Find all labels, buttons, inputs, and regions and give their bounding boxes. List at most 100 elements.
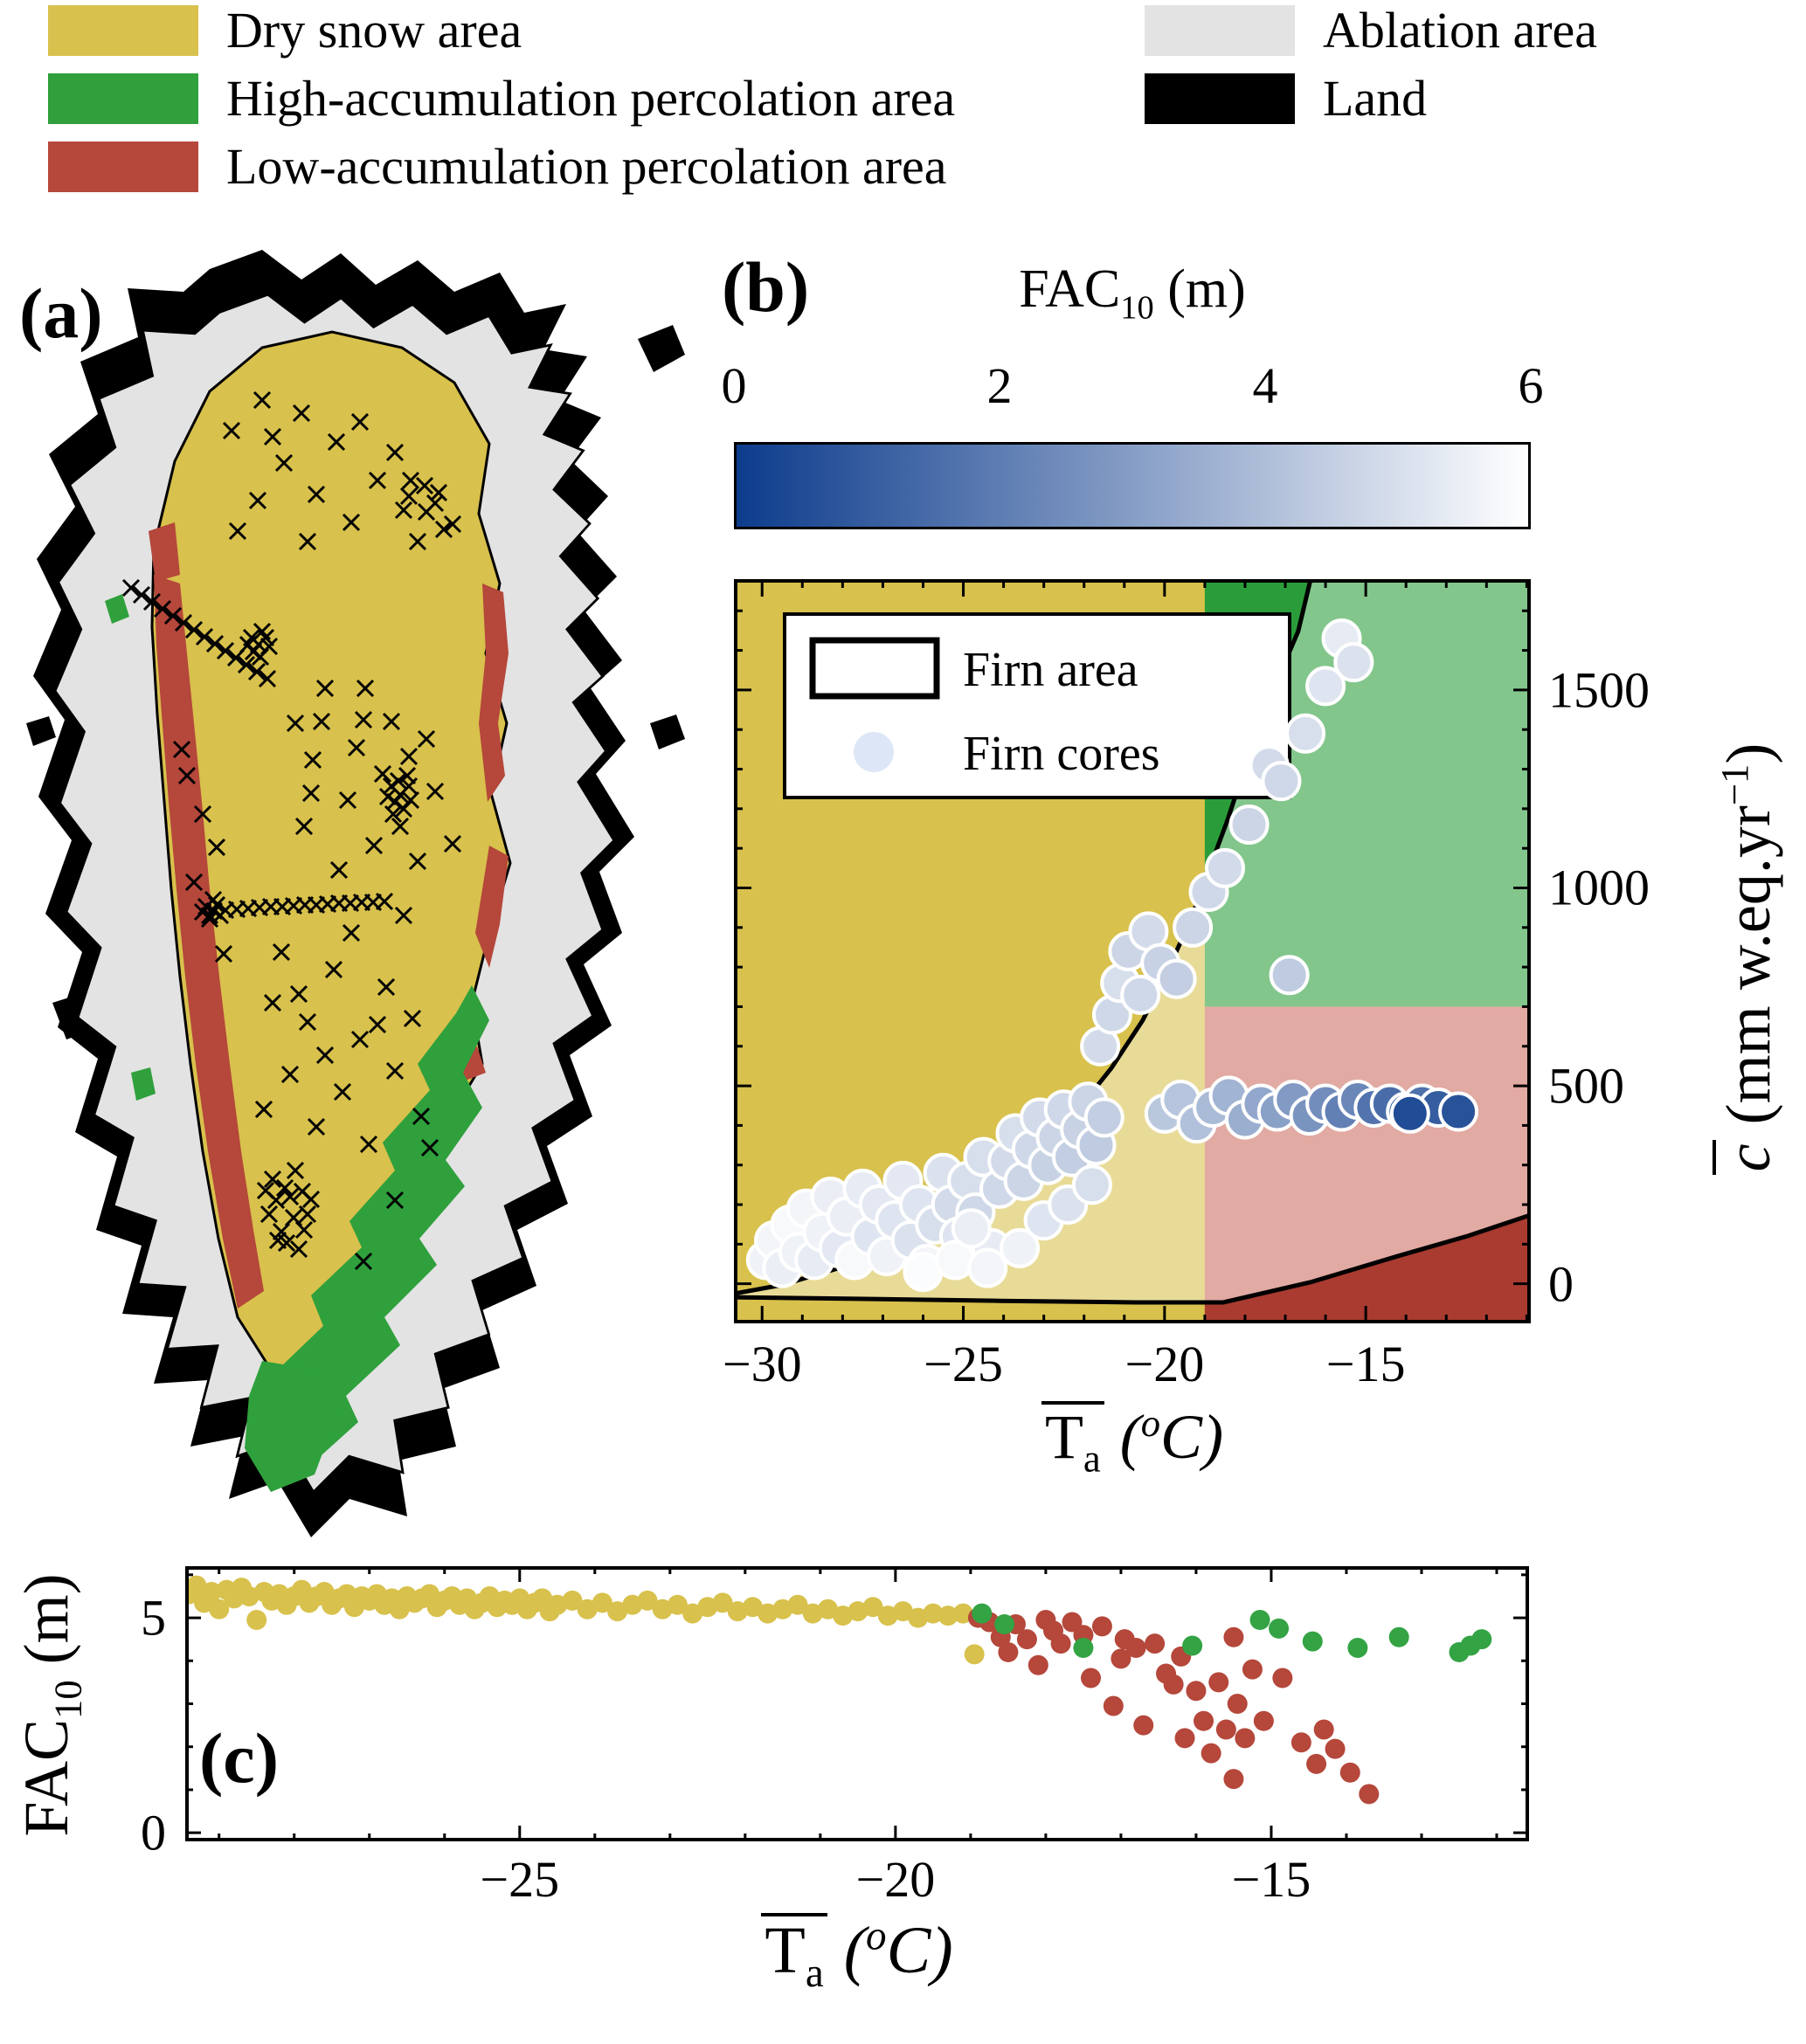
- high-acc-region-w: [131, 1067, 156, 1101]
- panel-b-y-axis-label: c (mm w.eq.yr−1): [1713, 610, 1783, 1309]
- firn-core-marker: [315, 679, 335, 698]
- c-point-dry: [817, 1599, 838, 1619]
- c-point-low-accumulation: [1272, 1668, 1293, 1688]
- firn-core-marker: [298, 532, 317, 551]
- c-point-dry: [562, 1590, 583, 1611]
- c-point-low-accumulation: [1174, 1728, 1195, 1749]
- firn-core-marker: [303, 750, 322, 770]
- c-point-low-accumulation: [1306, 1753, 1327, 1774]
- firn-core-marker: [153, 599, 172, 618]
- firn-core-marker: [294, 817, 314, 836]
- firn-core-marker: [254, 1100, 273, 1119]
- firn-core-point: [1083, 1097, 1124, 1138]
- legend-row-ablation: Ablation area: [1145, 5, 1597, 56]
- c-point-high-accumulation: [1269, 1618, 1290, 1639]
- firn-core-marker: [338, 791, 357, 810]
- c-point-low-accumulation: [1223, 1769, 1244, 1790]
- firn-core-marker: [195, 627, 214, 646]
- firn-core-marker: [228, 521, 247, 541]
- panel-c-xlabel-sub: a: [805, 1951, 824, 1997]
- firn-core-marker: [286, 1161, 305, 1180]
- firn-core-marker: [251, 647, 270, 666]
- firn-core-marker: [256, 1181, 275, 1200]
- low-acc-swatch: [48, 142, 198, 192]
- firn-core-marker: [277, 1233, 296, 1253]
- firn-core-marker: [426, 494, 445, 513]
- firn-core-marker: [408, 532, 427, 551]
- c-point-dry: [787, 1594, 808, 1615]
- b-y-tick-label: 0: [1548, 1255, 1574, 1313]
- c-point-dry: [607, 1601, 628, 1622]
- c-point-low-accumulation: [998, 1641, 1019, 1662]
- panel-b-x-axis-label: Ta (oC): [734, 1401, 1531, 1479]
- firn-core-marker: [377, 977, 396, 997]
- firn-core-point: [1000, 1227, 1041, 1268]
- low-acc-region-east: [479, 584, 509, 802]
- c-x-tick-label: −25: [480, 1851, 560, 1908]
- firn-core-marker: [412, 1107, 431, 1126]
- c-point-dry: [862, 1597, 883, 1618]
- panel-c-xlabel-unit: C: [886, 1914, 931, 1988]
- panel-c-ylabel-main: FAC: [11, 1718, 81, 1837]
- c-point-low-accumulation: [1145, 1633, 1166, 1654]
- greenland-map-svg: [26, 250, 685, 1537]
- panel-a-map: [0, 234, 716, 1544]
- firn-core-point: [1269, 955, 1310, 996]
- c-point-low-accumulation: [1290, 1732, 1311, 1753]
- firn-core-point: [1305, 666, 1346, 707]
- c-point-low-accumulation: [1253, 1710, 1274, 1731]
- firn-core-point: [1173, 907, 1214, 948]
- firn-core-marker: [354, 1252, 373, 1271]
- firn-core-marker: [443, 514, 462, 534]
- firn-core-marker: [298, 1012, 317, 1032]
- firn-core-point: [1389, 1093, 1430, 1134]
- firn-core-marker: [356, 679, 375, 698]
- firn-core-marker: [333, 1082, 352, 1101]
- panel-b-svg: Firn area Firn cores: [734, 579, 1531, 1323]
- panel-b-xlabel-deg: o: [1140, 1401, 1161, 1445]
- firn-core-marker: [315, 1046, 335, 1065]
- c-point-dry: [637, 1590, 658, 1611]
- firn-core-marker: [204, 890, 223, 909]
- ablation-label: Ablation area: [1323, 2, 1598, 59]
- firn-core-marker: [312, 712, 331, 731]
- c-point-low-accumulation: [1208, 1672, 1229, 1693]
- c-point-dry: [712, 1592, 733, 1613]
- colorbar-tick-label: 2: [986, 357, 1013, 414]
- firn-core-marker: [259, 1205, 279, 1224]
- firn-core-point: [1333, 642, 1374, 683]
- firn-core-marker: [324, 960, 343, 979]
- island-ne: [638, 325, 685, 372]
- c-point-low-accumulation: [1186, 1681, 1207, 1702]
- panel-b-plot: Firn area Firn cores: [734, 579, 1531, 1323]
- firn-core-marker: [375, 892, 394, 911]
- firn-core-marker: [211, 906, 230, 925]
- c-point-dry: [186, 1575, 207, 1596]
- firn-core-marker: [205, 634, 225, 653]
- firn-core-marker: [347, 738, 366, 757]
- panel-b-xlabel-unit: C: [1160, 1402, 1203, 1472]
- b-frame: [734, 579, 1531, 1323]
- c-point-low-accumulation: [1242, 1659, 1263, 1680]
- b-legend-firn-area-swatch: [809, 637, 940, 700]
- firn-core-marker: [364, 836, 384, 855]
- firn-core-marker: [385, 443, 405, 462]
- firn-core-marker: [258, 669, 277, 688]
- firn-core-marker: [389, 771, 408, 791]
- firn-core-marker: [329, 860, 349, 880]
- b-y-tick-label: 500: [1548, 1057, 1624, 1115]
- firn-core-marker: [429, 483, 448, 502]
- c-y-tick-label: 5: [141, 1589, 166, 1647]
- b-x-tick-label: −20: [1124, 1336, 1205, 1392]
- firn-core-marker: [398, 766, 417, 785]
- firn-core-marker: [426, 782, 445, 801]
- firn-core-marker: [142, 592, 162, 611]
- panel-c-x-axis-label: Ta (oC): [185, 1913, 1529, 1996]
- firn-core-marker: [420, 1138, 439, 1157]
- panel-b-xlabel-close: ): [1202, 1402, 1224, 1472]
- firn-core-marker: [172, 740, 191, 759]
- c-point-low-accumulation: [1016, 1629, 1037, 1650]
- c-frame: [185, 1566, 1529, 1841]
- firn-core-marker: [394, 501, 413, 520]
